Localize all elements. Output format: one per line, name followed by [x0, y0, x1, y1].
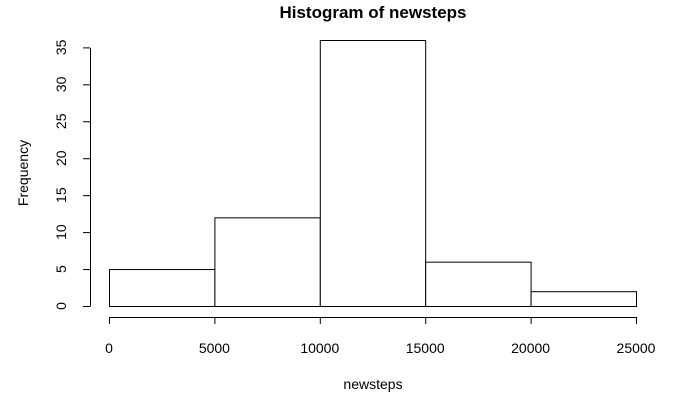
- y-tick-label-1: 5: [53, 265, 69, 273]
- y-axis-label: Frequency: [15, 140, 31, 206]
- x-tick-label-1: 5000: [199, 340, 230, 356]
- bars-group: [109, 40, 637, 308]
- x-tick-label-5: 25000: [617, 340, 656, 356]
- chart-title: Histogram of newsteps: [279, 3, 466, 22]
- histogram-bar-3: [425, 261, 532, 307]
- y-tick-label-3: 15: [53, 187, 69, 203]
- histogram-bar-0: [109, 269, 216, 307]
- histogram-bar-4: [530, 291, 637, 308]
- y-tick-label-5: 25: [53, 113, 69, 129]
- y-tick-label-0: 0: [53, 302, 69, 310]
- y-axis: 0 5 10 15 20 25 30 35: [53, 39, 91, 310]
- x-axis: 0 5000 10000 15000 20000 25000: [105, 317, 656, 356]
- histogram-bar-1: [214, 217, 321, 307]
- x-tick-label-3: 15000: [406, 340, 445, 356]
- y-tick-label-4: 20: [53, 150, 69, 166]
- x-tick-label-2: 10000: [300, 340, 339, 356]
- x-tick-label-0: 0: [105, 340, 113, 356]
- x-tick-label-4: 20000: [511, 340, 550, 356]
- histogram-bar-2: [319, 40, 427, 307]
- y-tick-label-2: 10: [53, 224, 69, 240]
- y-tick-label-6: 30: [53, 76, 69, 92]
- y-tick-label-7: 35: [53, 39, 69, 55]
- x-axis-label: newsteps: [343, 376, 402, 392]
